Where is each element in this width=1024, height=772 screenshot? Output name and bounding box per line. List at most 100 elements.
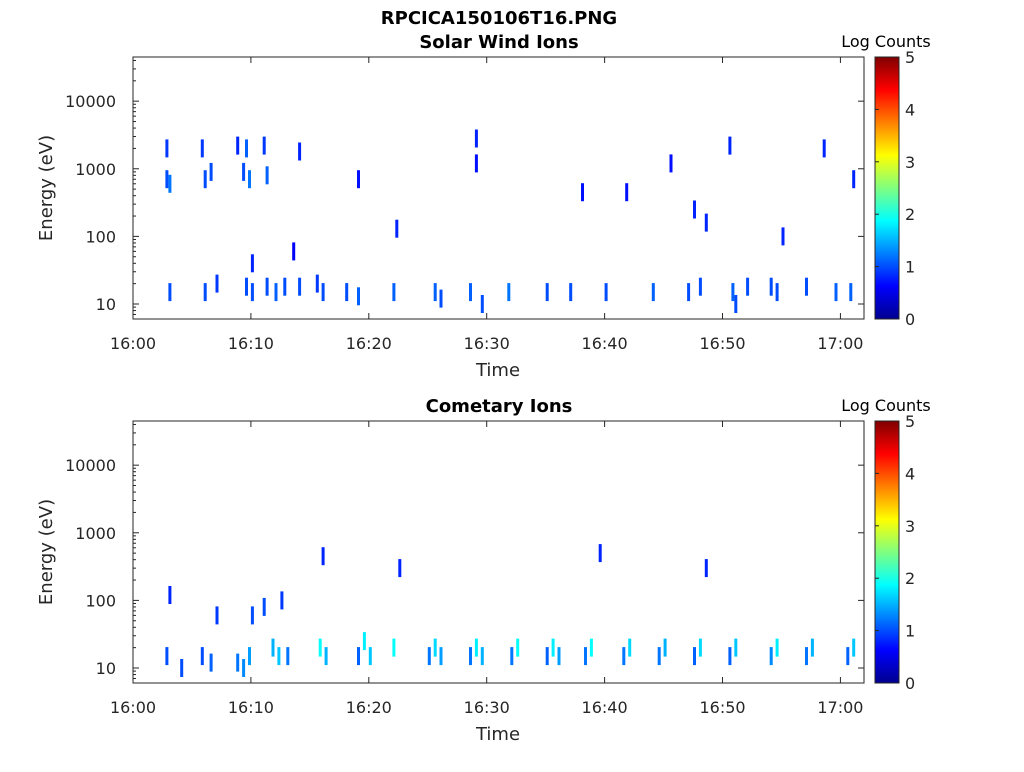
data-cell (622, 647, 626, 666)
data-cell (469, 647, 472, 666)
x-tick-label: 16:30 (464, 334, 510, 353)
colorbar-tick-label: 0 (905, 674, 915, 693)
data-cell (427, 647, 431, 666)
data-cell (769, 277, 773, 296)
data-cell (165, 647, 169, 666)
data-cell (746, 277, 750, 296)
data-cell (245, 139, 248, 158)
data-cell (728, 647, 732, 666)
data-cell (698, 638, 702, 657)
y-tick-label: 100 (85, 227, 116, 246)
y-tick-label: 1000 (75, 524, 116, 543)
x-tick-label: 17:00 (817, 698, 863, 717)
data-cell (250, 254, 254, 273)
data-cell (589, 638, 593, 657)
x-tick-label: 16:20 (346, 334, 392, 353)
plot-frame-cometary (132, 420, 865, 684)
data-cell (242, 659, 246, 677)
x-tick-label: 16:40 (582, 334, 628, 353)
data-cell (321, 283, 325, 302)
x-tick-label: 17:00 (817, 334, 863, 353)
data-cell (236, 136, 240, 155)
data-cell (507, 283, 511, 302)
data-cell (262, 597, 266, 616)
data-cell (298, 277, 302, 296)
x-tick-label: 16:00 (110, 698, 156, 717)
data-cell (669, 154, 673, 173)
data-cell (283, 277, 287, 296)
data-cell (357, 170, 360, 189)
data-cell (781, 227, 785, 246)
data-cell (209, 162, 213, 181)
colorbar-label-solar-wind: Log Counts (841, 32, 931, 51)
data-cell (200, 647, 204, 666)
data-cell (474, 129, 478, 148)
x-tick-label: 16:50 (699, 698, 745, 717)
data-cell (203, 283, 207, 302)
data-cell (203, 170, 207, 189)
data-cell (345, 283, 349, 302)
y-tick-label: 10000 (65, 92, 116, 111)
data-cell (775, 283, 779, 302)
data-cell (168, 586, 172, 604)
data-cell (248, 170, 251, 189)
data-cell (604, 283, 608, 302)
data-cell (262, 136, 266, 155)
data-cell (551, 638, 555, 657)
y-tick-label: 10000 (65, 456, 116, 475)
data-cell (810, 638, 814, 657)
colorbar-tick-label: 2 (905, 569, 915, 588)
y-tick-label: 10 (96, 295, 116, 314)
plot-frame-solar-wind (132, 56, 865, 320)
data-cell (362, 632, 366, 651)
data-cell (395, 219, 399, 238)
data-cell (318, 638, 322, 657)
data-cell (657, 647, 661, 666)
data-cell (433, 638, 437, 657)
data-cell (236, 653, 240, 672)
colorbar-label-cometary: Log Counts (841, 396, 931, 415)
colorbar-tick-label: 5 (905, 48, 915, 67)
data-cell (849, 283, 853, 302)
panel-solar-wind: Solar Wind Ions 10 100 1000 10000 16:00 16:1… (36, 32, 931, 381)
y-tick-label: 1000 (75, 160, 116, 179)
data-cell (625, 183, 629, 202)
data-cell (474, 638, 478, 657)
data-cell (315, 274, 319, 293)
colorbar-tick-label: 3 (905, 517, 915, 536)
data-cell (581, 183, 584, 202)
data-cell (180, 659, 184, 677)
data-cell (557, 647, 561, 666)
data-cell (698, 277, 702, 296)
x-tick-label: 16:40 (582, 698, 628, 717)
data-cell (298, 142, 302, 161)
data-cell (357, 287, 360, 306)
data-cell (852, 170, 856, 189)
colorbar-tick-label: 3 (905, 153, 915, 172)
data-cell (734, 295, 738, 313)
data-cell (368, 647, 372, 666)
colorbar-cometary (874, 420, 900, 684)
y-axis-label-cometary: Energy (eV) (36, 499, 57, 605)
panel-title-cometary: Cometary Ions (426, 396, 573, 417)
data-cell (663, 638, 667, 657)
data-cell (265, 166, 269, 185)
x-tick-label: 16:00 (110, 334, 156, 353)
data-cell (598, 544, 602, 563)
data-cell (280, 591, 284, 610)
x-tick-label: 16:10 (228, 698, 274, 717)
colorbar-ticks-solar-wind: 5 4 3 2 1 0 (875, 48, 915, 329)
data-cell (510, 647, 514, 666)
data-cell (628, 638, 632, 657)
x-tick-label: 16:10 (228, 334, 274, 353)
panel-title-solar-wind: Solar Wind Ions (419, 32, 578, 53)
data-cell (852, 638, 856, 657)
data-cell (731, 283, 735, 302)
data-cell (168, 174, 172, 193)
data-cell (775, 638, 779, 657)
data-cell (242, 162, 246, 181)
data-cell (392, 283, 396, 302)
data-cell (805, 647, 808, 666)
